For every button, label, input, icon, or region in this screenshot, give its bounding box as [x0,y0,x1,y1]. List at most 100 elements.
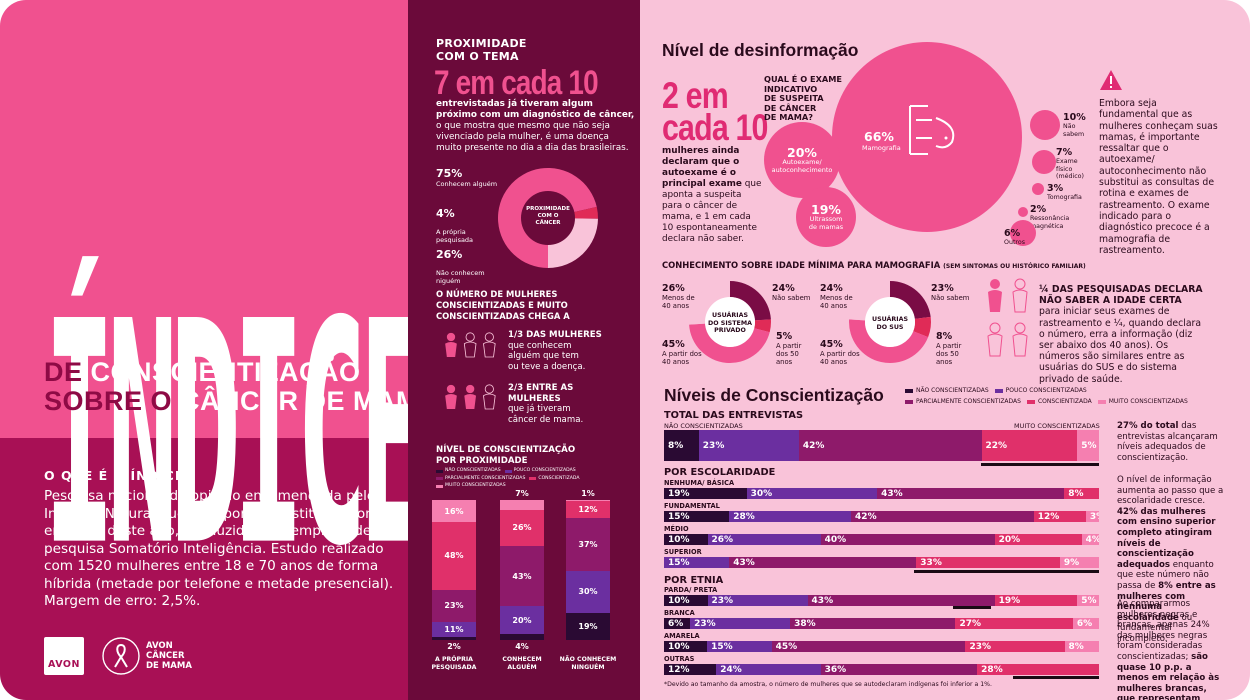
mini-legend-swatch-4 [436,484,443,488]
race-bar-1-segment-1: 23% [690,618,791,629]
stack-small-label-2-4: 1% [581,489,595,498]
private-text-3: A partir dos 40 anos [662,350,702,366]
bubble-nao-sabem-lbl: 10% Não sabem [1063,113,1086,138]
education-row-label-1: FUNDAMENTAL [664,502,720,510]
sus-text-1: Não sabem [931,294,970,302]
mini-legend-label-1: POUCO CONSCIENTIZADAS [513,468,576,473]
min-age-text-bold: ¼ DAS PESQUISADAS DECLARA NÃO SABER A ID… [1039,284,1203,307]
proximity-heading: PROXIMIDADE COM O TEMA [436,37,527,63]
private-text-2: A partir dos 50 anos [776,342,802,366]
awareness-item-2-rest: que já tiveram câncer de mama. [508,404,584,425]
awareness-item-2-bold: 2/3 ENTRE AS MULHERES [508,383,574,404]
bubble-ultrassom-pct: 19% [811,202,841,217]
stack-small-label-1-4: 7% [515,489,529,498]
education-bar-1: 15%28%42%12%3% [664,511,1099,522]
stack-segment-1-1: 20% [500,606,544,635]
sus-lbl-2: 8% A partir dos 50 anos [936,331,961,367]
private-donut-slice-3 [689,281,730,325]
donut1-text-0: Conhecem alguém [436,180,498,188]
ribbon-logo-icon [102,637,140,675]
mini-legend-item-2: PARCIALMENTE CONSCIENTIZADAS [436,476,525,482]
bubble-tomografia [1032,183,1044,195]
race-bar-3-segment-0: 12% [664,664,717,675]
bubble-mamografia: 66% Mamografia [832,42,1022,232]
race-bar-1-segment-4: 6% [1072,618,1099,629]
education-bar-0-segment-2: 43% [877,488,1065,499]
levels-legend-item-2: PARCIALMENTE CONSCIENTIZADAS [905,397,1021,407]
donut1-pct-0: 75% [436,167,463,180]
misinformation-heading: Nível de desinformação [662,40,859,60]
education-bar-2-segment-2: 40% [820,534,995,545]
education-bar-0-segment-3: 8% [1064,488,1099,499]
sus-donut [849,281,931,363]
sus-lbl-1: 23% Não sabem [931,284,970,303]
awareness-item-1-rest: que conhecem alguém que tem ou teve a do… [508,340,586,372]
total-bar-segment-1: 23% [698,430,799,461]
race-bar-0-segment-1: 23% [707,595,808,606]
sus-donut-slice-2 [849,319,929,363]
race-bar-2-segment-1: 15% [707,641,772,652]
women-grid-icon [987,278,1028,357]
stack-segment-2-1: 30% [566,570,610,614]
bubble-tomografia-lbl: 3% Tomografia [1047,184,1082,202]
race-bar-0-segment-4: 5% [1077,595,1099,606]
total-underline [981,463,1099,466]
education-heading: POR ESCOLARIDADE [664,467,776,478]
donutS-hole [865,297,915,347]
sus-donut-slice-3 [849,281,890,321]
stack-small-label-0-0: 2% [447,642,461,651]
levels-legend-label-4: MUITO CONSCIENTIZADAS [1108,398,1188,405]
sus-lbl-3: 45% A partir dos 40 anos [820,340,860,367]
bubble-autoexame-pct: 20% [787,145,817,160]
bubble-nao-sabem-text: Não sabem [1063,123,1085,138]
min-age-text-rest: para iniciar seus exames de rastreamento… [1039,306,1202,385]
race-row-label-3: OUTRAS [664,655,695,663]
education-bar-3: 15% 43% 33% 9% [664,557,1099,568]
min-age-heading-text: CONHECIMENTO SOBRE IDADE MÍNIMA PARA MAM… [662,260,941,270]
min-age-heading: CONHECIMENTO SOBRE IDADE MÍNIMA PARA MAM… [662,260,1086,270]
education-bar-3-segment-4: 9% [1059,557,1099,568]
private-pct-0: 26% [662,283,685,294]
private-pct-3: 45% [662,339,685,350]
education-bar-2-segment-3: 20% [994,534,1082,545]
proximity-donut-slice-2 [548,218,598,268]
race-bar-1-segment-3: 27% [955,618,1073,629]
mini-legend-label-4: MUITO CONSCIENTIZADAS [445,483,506,488]
total-bar: 8% 23% 42% 22% 5% [664,430,1099,461]
stack-segment-1-3: 26% [500,509,544,547]
race-note-a: Ao compararmos mulheres negras e brancas… [1117,599,1210,662]
private-pct-2: 5% [776,331,793,342]
stack-segment-0-1: 11% [432,621,476,638]
proximity-levels-legend: NÃO CONSCIENTIZADAS POUCO CONSCIENTIZADAS… [436,468,636,491]
education-bar-1-segment-2: 42% [851,511,1034,522]
women-figures-icon-2 [445,384,496,410]
education-note-c: ou fundamental incompleto. [1117,612,1193,644]
awareness-item-2: 2/3 ENTRE AS MULHERES que já tiveram cân… [508,383,638,425]
levels-legend-swatch-4 [1097,400,1106,404]
donut1-pct-2: 26% [436,248,463,261]
mini-legend-item-1: POUCO CONSCIENTIZADAS [504,468,576,474]
levels-legend-swatch-2 [905,400,913,404]
stack-segment-2-2: 37% [566,518,610,571]
levels-legend-swatch-3 [1026,400,1035,404]
subtitle: DE CONSCIENTIZAÇÃO SOBRE O CÂNCER DE MAM… [44,358,439,416]
bubble-ressonancia-text: Ressonância magnética [1030,215,1070,230]
race-row-label-2: AMARELA [664,632,700,640]
total-heading: TOTAL DAS ENTREVISTAS [664,410,804,421]
education-bar-2-segment-1: 26% [707,534,821,545]
proximity-big-stat: 7 em cada 10 [434,64,599,102]
warning-icon [1100,70,1122,90]
race-heading: POR ETNIA [664,575,724,586]
education-note: O nível de informação aumenta ao passo q… [1117,475,1225,645]
private-donut-slice-1 [754,319,771,333]
bubble-tomografia-pct: 3% [1047,183,1064,194]
stack-column-label-0: A PRÓPRIA PESQUISADA [431,656,477,671]
sus-pct-2: 8% [936,331,953,342]
awareness-count-heading: O NÚMERO DE MULHERES CONSCIENTIZADAS E M… [436,289,570,321]
levels-legend-item-0: NÃO CONSCIENTIZADAS [905,386,989,396]
race-bar-2-segment-3: 23% [965,641,1065,652]
education-row-label-0: NENHUMA/ BÁSICA [664,479,735,487]
total-right-label: MUITO CONSCIENTIZADAS [1014,422,1100,430]
education-bar-0-segment-1: 30% [746,488,878,499]
min-age-text: ¼ DAS PESQUISADAS DECLARA NÃO SABER A ID… [1039,284,1209,385]
